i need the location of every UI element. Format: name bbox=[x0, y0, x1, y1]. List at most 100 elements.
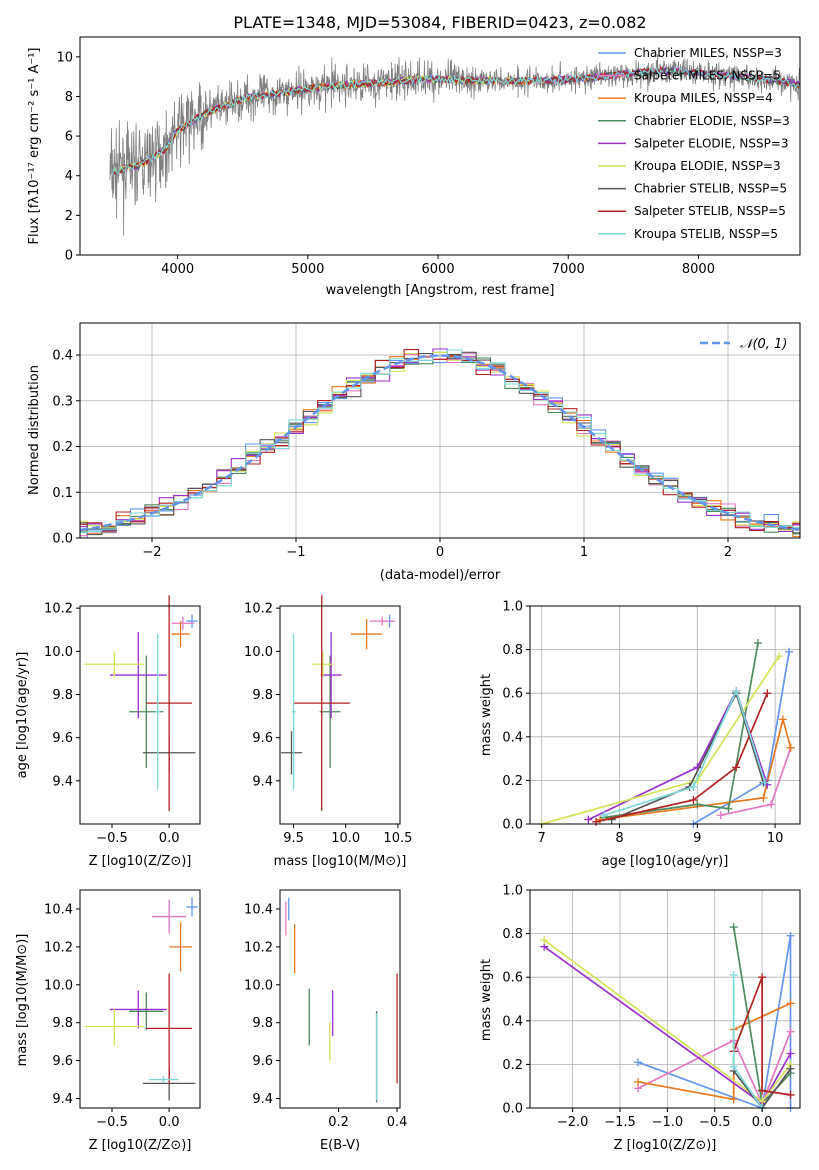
x-tick-label: 10.5 bbox=[383, 831, 412, 846]
histogram-ylabel: Normed distribution bbox=[27, 365, 42, 495]
y-tick-label: 9.6 bbox=[252, 731, 273, 746]
y-tick-label: 10.4 bbox=[44, 902, 73, 917]
age-vs-mass-panel: 9.5 10.0 10.5 9.4 9.6 9.8 10.0 10.2 mass [log10… bbox=[244, 595, 412, 869]
mass-weight-marker bbox=[786, 1049, 795, 1058]
mass-weight-series-line bbox=[603, 642, 759, 819]
mass-weight-marker bbox=[786, 743, 795, 752]
mass-weight-series-line bbox=[637, 935, 792, 1110]
mass-weight-marker bbox=[689, 782, 698, 791]
y-tick-label: 10.0 bbox=[44, 645, 73, 660]
y-tick-label: 2 bbox=[65, 209, 73, 224]
mass-weight-marker bbox=[693, 800, 702, 809]
x-tick-label: 9.5 bbox=[283, 831, 304, 846]
y-tick-label: 0.1 bbox=[52, 486, 73, 501]
spectrum-lines bbox=[109, 53, 800, 236]
mass-weight-vs-age-panel: 7 8 9 10 0.0 0.2 0.4 0.6 0.8 1.0 age [log10(age/y… bbox=[479, 600, 801, 869]
mass-weight-marker bbox=[767, 800, 776, 809]
mass-vs-metallicity-panel: −0.5 0.0 9.4 9.6 9.8 10.0 10.2 10.4 Z [log10(Z/… bbox=[15, 889, 201, 1153]
y-tick-label: 0.4 bbox=[502, 730, 523, 745]
y-tick-label: 10.2 bbox=[44, 602, 73, 617]
mass-weight-series-line bbox=[603, 688, 766, 817]
y-tick-label: 0.3 bbox=[52, 394, 73, 409]
y-tick-label: 4 bbox=[65, 169, 73, 184]
x-tick-label: −1 bbox=[286, 545, 305, 560]
mass-vs-metallicity-xlabel: Z [log10(Z/Z⊙)] bbox=[89, 1138, 192, 1153]
x-tick-label: 6000 bbox=[422, 262, 455, 277]
x-tick-label: 10.0 bbox=[331, 831, 360, 846]
age-vs-metallicity-xlabel: Z [log10(Z/Z⊙)] bbox=[89, 854, 192, 869]
legend-label: Salpeter MILES, NSSP=5 bbox=[634, 69, 781, 83]
mass-weight-marker bbox=[786, 1090, 795, 1099]
x-tick-label: −2 bbox=[142, 545, 161, 560]
y-tick-label: 9.6 bbox=[252, 1054, 273, 1069]
y-tick-label: 8 bbox=[65, 90, 73, 105]
age-vs-metallicity-ylabel: age [log10(age/yr)] bbox=[15, 652, 30, 779]
mass-weight-marker bbox=[599, 811, 608, 820]
mass-weight-marker bbox=[778, 715, 787, 724]
y-tick-label: 0.0 bbox=[502, 818, 523, 833]
x-tick-label: −0.5 bbox=[96, 1115, 128, 1130]
mass-weight-marker bbox=[689, 796, 698, 805]
age-vs-metallicity-frame bbox=[79, 605, 201, 825]
legend-label: Chabrier STELIB, NSSP=5 bbox=[634, 182, 787, 196]
mass-vs-metallicity-frame bbox=[79, 889, 201, 1109]
spectrum-xlabel: wavelength [Angstrom, rest frame] bbox=[326, 283, 555, 298]
y-tick-label: 0.8 bbox=[502, 927, 523, 942]
mass-weight-vs-age-frame bbox=[529, 605, 801, 825]
legend-label: Chabrier MILES, NSSP=3 bbox=[634, 46, 782, 60]
x-tick-label: 10 bbox=[767, 831, 784, 846]
y-tick-label: 0.4 bbox=[502, 1014, 523, 1029]
mass-weight-series-line bbox=[637, 1031, 792, 1106]
age-vs-mass-frame bbox=[279, 605, 401, 825]
x-tick-label: −1.5 bbox=[604, 1115, 636, 1130]
y-tick-label: 9.8 bbox=[52, 1016, 73, 1031]
mass-weight-vs-age-ylabel: mass weight bbox=[479, 674, 494, 756]
y-tick-label: 9.4 bbox=[52, 774, 73, 789]
mass-weight-marker bbox=[759, 793, 768, 802]
mass-weight-marker bbox=[634, 1058, 642, 1067]
mass-weight-marker bbox=[540, 936, 549, 945]
mass-weight-marker bbox=[724, 804, 733, 813]
x-tick-label: 0.0 bbox=[159, 1115, 180, 1130]
y-tick-label: 9.4 bbox=[252, 774, 273, 789]
y-tick-label: 0.6 bbox=[502, 687, 523, 702]
y-tick-label: 0 bbox=[65, 249, 73, 264]
x-tick-label: 8000 bbox=[682, 262, 715, 277]
mass-weight-marker bbox=[753, 639, 762, 648]
mass-weight-marker bbox=[716, 811, 725, 820]
x-tick-label: −2.0 bbox=[557, 1115, 589, 1130]
mass-weight-marker bbox=[584, 815, 593, 824]
mass-weight-vs-metallicity-ylabel: mass weight bbox=[479, 959, 494, 1041]
y-tick-label: 0.0 bbox=[502, 1102, 523, 1117]
mass-weight-marker bbox=[732, 687, 741, 696]
mass-weight-marker bbox=[785, 647, 794, 656]
x-tick-label: 1 bbox=[580, 545, 588, 560]
x-tick-label: 0.2 bbox=[328, 1115, 349, 1130]
y-tick-label: 0.2 bbox=[502, 774, 523, 789]
y-tick-label: 10 bbox=[56, 50, 73, 65]
y-tick-label: 1.0 bbox=[502, 600, 523, 615]
y-tick-label: 0.8 bbox=[502, 643, 523, 658]
y-tick-label: 9.8 bbox=[252, 1016, 273, 1031]
spectrum-title: PLATE=1348, MJD=53084, FIBERID=0423, z=0… bbox=[233, 13, 646, 32]
mass-weight-vs-metallicity-panel: −2.0 −1.5 −1.0 −0.5 0.0 0.0 0.2 0.4 0.6 0.8 1.0 Z … bbox=[479, 884, 801, 1153]
x-tick-label: 2 bbox=[724, 545, 732, 560]
legend-label: Kroupa MILES, NSSP=4 bbox=[634, 91, 773, 105]
mass-weight-marker bbox=[763, 689, 772, 698]
mass-weight-marker bbox=[729, 1095, 738, 1104]
age-vs-metallicity-panel: −0.5 0.0 9.4 9.6 9.8 10.0 10.2 Z [log10(Z/Z⊙)]… bbox=[15, 595, 201, 869]
mass-weight-vs-metallicity-xlabel: Z [log10(Z/Z⊙)] bbox=[614, 1138, 717, 1153]
gaussian-legend-label: 𝒩(0, 1) bbox=[740, 337, 787, 352]
mass-vs-extinction-panel: 0.2 0.4 9.4 9.6 9.8 10.0 10.2 10.4 E(B-V) bbox=[244, 889, 407, 1153]
y-tick-label: 0.2 bbox=[502, 1058, 523, 1073]
histogram-steps bbox=[80, 348, 800, 538]
y-tick-label: 10.2 bbox=[44, 940, 73, 955]
residual-histogram-panel: −2 −1 0 1 2 0.0 0.1 0.2 0.3 0.4 (data-model)/erro… bbox=[27, 322, 801, 583]
y-tick-label: 0.4 bbox=[52, 349, 73, 364]
x-tick-label: 4000 bbox=[161, 262, 194, 277]
x-tick-label: 0 bbox=[436, 545, 444, 560]
x-tick-label: 8 bbox=[615, 831, 623, 846]
x-tick-label: −0.5 bbox=[699, 1115, 731, 1130]
y-tick-label: 9.4 bbox=[52, 1092, 73, 1107]
